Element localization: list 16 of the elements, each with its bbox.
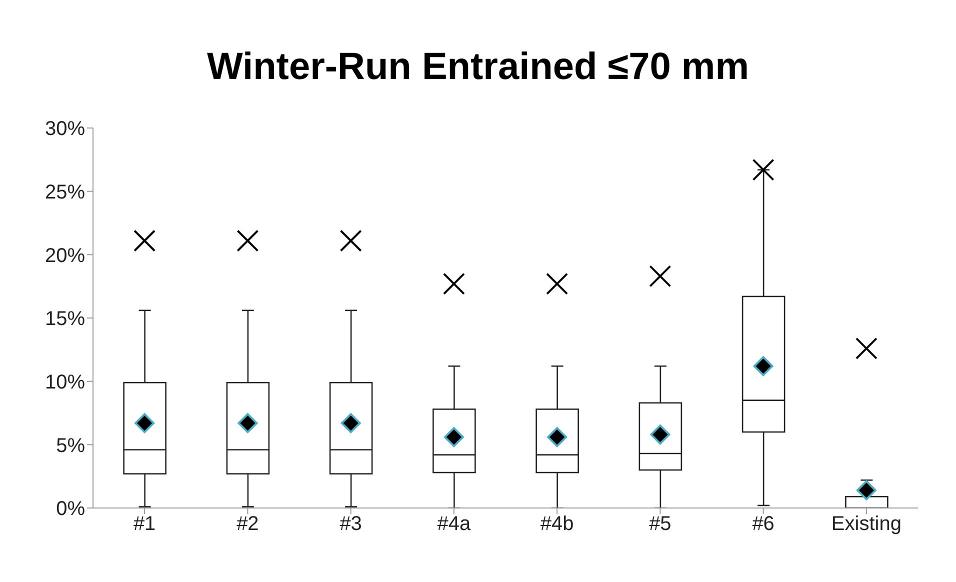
y-tick-label: 10% [44, 371, 86, 394]
x-tick-label: #4b [540, 513, 574, 536]
x-tick-label: #6 [752, 513, 774, 536]
y-tick-label: 15% [44, 308, 86, 330]
y-tick-label: 5% [56, 434, 86, 457]
y-tick-label: 25% [44, 181, 86, 204]
y-tick-label: 20% [44, 244, 86, 267]
x-tick-label: #3 [340, 513, 362, 536]
y-tick-label: 30% [44, 118, 86, 140]
chart-title: Winter-Run Entrained ≤70 mm [206, 46, 750, 89]
x-tick-label: #5 [649, 513, 672, 536]
x-tick-label: #1 [133, 513, 156, 536]
y-tick-label: 0% [56, 498, 86, 520]
x-tick-label: Existing [831, 513, 902, 536]
x-tick-label: #2 [236, 513, 259, 536]
x-tick-label: #4a [437, 513, 472, 536]
